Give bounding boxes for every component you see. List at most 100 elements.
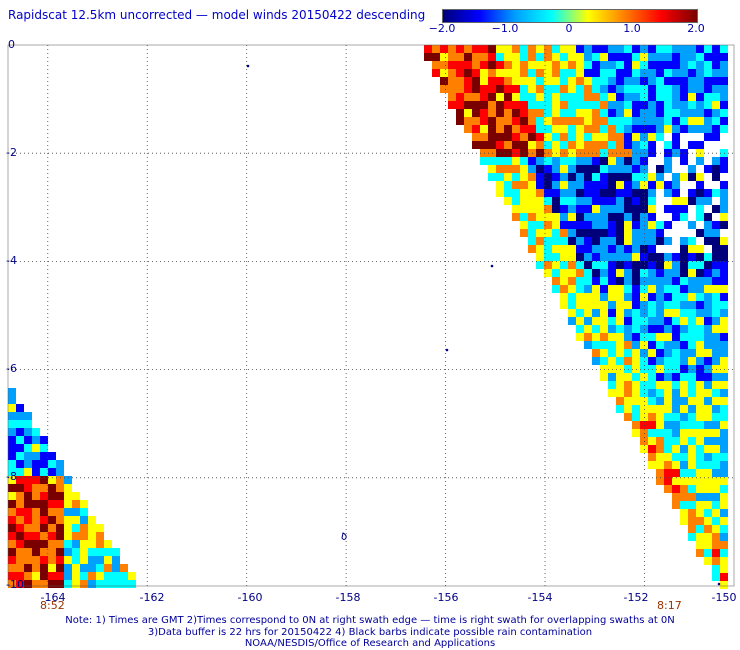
swath-cell — [472, 69, 480, 77]
swath-cell — [704, 165, 712, 173]
swath-cell — [576, 181, 584, 189]
swath-cell — [576, 277, 584, 285]
swath-cell — [568, 109, 576, 117]
swath-cell — [720, 53, 728, 61]
swath-cell — [688, 173, 696, 181]
swath-cell — [584, 341, 592, 349]
swath-cell — [584, 269, 592, 277]
swath-cell — [544, 77, 552, 85]
swath-cell — [568, 77, 576, 85]
swath-cell — [664, 125, 672, 133]
swath-cell — [576, 317, 584, 325]
lat-label: 0 — [8, 38, 15, 51]
swath-cell — [8, 556, 16, 564]
swath-cell — [568, 181, 576, 189]
swath-cell — [656, 357, 664, 365]
lat-label: -6 — [6, 362, 17, 375]
swath-cell — [712, 85, 720, 93]
swath-cell — [8, 516, 16, 524]
swath-cell — [688, 397, 696, 405]
swath-cell — [48, 540, 56, 548]
swath-cell — [656, 373, 664, 381]
swath-cell — [536, 109, 544, 117]
vector-marks — [246, 64, 721, 586]
swath-cell — [720, 365, 728, 373]
swath-cell — [632, 221, 640, 229]
swath-cell — [672, 117, 680, 125]
swath-cell — [608, 101, 616, 109]
swath-cell — [584, 133, 592, 141]
swath-cell — [720, 397, 728, 405]
swath-cell — [576, 125, 584, 133]
swath-cell — [72, 580, 80, 588]
swath-cell — [624, 301, 632, 309]
swath-cell — [584, 189, 592, 197]
swath-cell — [448, 69, 456, 77]
swath-cell — [656, 277, 664, 285]
swath-cell — [560, 101, 568, 109]
swath-cell — [96, 556, 104, 564]
swath-cell — [48, 548, 56, 556]
swath-cell — [712, 77, 720, 85]
swath-cell — [64, 524, 72, 532]
swath-cell — [576, 293, 584, 301]
swath-cell — [528, 101, 536, 109]
swath-cell — [632, 181, 640, 189]
swath-cell — [688, 469, 696, 477]
swath-cell — [48, 500, 56, 508]
swath-cell — [664, 453, 672, 461]
swath-cell — [544, 141, 552, 149]
swath-cell — [8, 444, 16, 452]
swath-cell — [664, 469, 672, 477]
swath-cell — [712, 509, 720, 517]
swath-cell — [56, 556, 64, 564]
swath-cell — [568, 197, 576, 205]
swath-cell — [608, 109, 616, 117]
swath-cell — [592, 141, 600, 149]
swath-cell — [520, 213, 528, 221]
swath-cell — [680, 53, 688, 61]
swath-cell — [560, 173, 568, 181]
swath-cell — [616, 181, 624, 189]
swath-cell — [616, 245, 624, 253]
swath-cell — [512, 117, 520, 125]
swath-cell — [536, 197, 544, 205]
swath-cell — [720, 349, 728, 357]
swath-cell — [536, 205, 544, 213]
swath-cell — [712, 517, 720, 525]
lon-label: -154 — [528, 591, 553, 604]
swath-cell — [520, 109, 528, 117]
swath-cell — [688, 341, 696, 349]
swath-cell — [544, 197, 552, 205]
swath-cell — [40, 556, 48, 564]
swath-cell — [616, 261, 624, 269]
swath-cell — [680, 101, 688, 109]
swath-cell — [640, 61, 648, 69]
swath-cell — [688, 429, 696, 437]
swath-cell — [584, 93, 592, 101]
swath-cell — [632, 413, 640, 421]
swath-cell — [640, 437, 648, 445]
swath-cell — [608, 325, 616, 333]
swath-cell — [624, 165, 632, 173]
swath-cell — [16, 556, 24, 564]
swath-cell — [448, 61, 456, 69]
swath-cell — [560, 85, 568, 93]
swath-cell — [576, 309, 584, 317]
swath-cell — [488, 85, 496, 93]
swath-cell — [720, 493, 728, 501]
swath-cell — [624, 293, 632, 301]
swath-cell — [88, 540, 96, 548]
swath-cell — [656, 229, 664, 237]
swath-cell — [624, 253, 632, 261]
swath-cell — [104, 556, 112, 564]
swath-cell — [608, 77, 616, 85]
swath-cell — [536, 237, 544, 245]
swath-cell — [568, 157, 576, 165]
swath-cell — [704, 101, 712, 109]
swath-cell — [64, 572, 72, 580]
swath-cell — [560, 285, 568, 293]
swath-cell — [88, 580, 96, 588]
swath-cell — [712, 45, 720, 53]
swath-cell — [680, 157, 688, 165]
